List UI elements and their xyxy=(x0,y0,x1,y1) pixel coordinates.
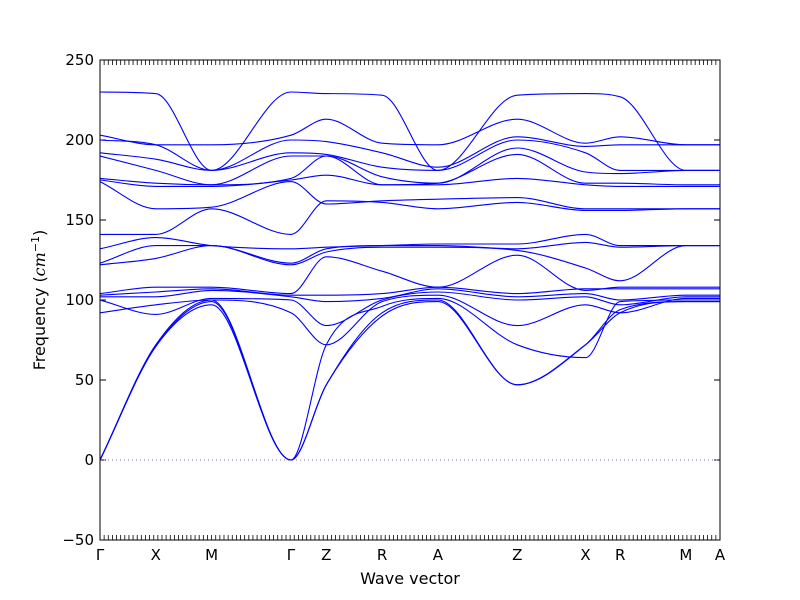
y-axis-label-unit: cm xyxy=(30,252,49,276)
y-tick-label: 0 xyxy=(84,451,94,469)
band-line-2 xyxy=(100,299,720,461)
x-tick-label: M xyxy=(679,546,692,564)
band-line-8 xyxy=(100,254,720,295)
y-axis-ticks: −50 0 50 100 150 200 250 xyxy=(62,51,720,549)
y-axis-label-exponent: −1 xyxy=(29,236,42,252)
x-tick-label: M xyxy=(205,546,218,564)
y-tick-label: 150 xyxy=(65,211,94,229)
x-tick-label: R xyxy=(377,546,387,564)
x-tick-label: Z xyxy=(512,546,522,564)
x-tick-label: A xyxy=(715,546,726,564)
band-line-16 xyxy=(100,147,720,186)
x-tick-label: Z xyxy=(321,546,331,564)
y-axis-label-prefix: Frequency ( xyxy=(30,276,49,370)
x-tick-label: X xyxy=(580,546,590,564)
x-tick-label: X xyxy=(151,546,161,564)
band-line-4 xyxy=(100,294,720,346)
plot-frame xyxy=(99,59,721,541)
band-line-19 xyxy=(100,118,720,146)
y-tick-label: 50 xyxy=(75,371,94,389)
band-line-3 xyxy=(100,297,720,461)
y-axis-label-suffix: ) xyxy=(30,230,49,236)
y-axis-label: Frequency (cm−1) xyxy=(29,230,49,371)
x-tick-label: R xyxy=(615,546,625,564)
band-line-20 xyxy=(100,91,720,171)
x-tick-label: Γ xyxy=(287,546,296,564)
band-line-13 xyxy=(100,181,720,210)
x-tick-label: A xyxy=(433,546,444,564)
band-line-5 xyxy=(100,291,720,327)
y-tick-label: −50 xyxy=(62,531,94,549)
x-axis-label: Wave vector xyxy=(360,569,460,588)
band-line-7 xyxy=(100,286,720,296)
x-tick-label: Γ xyxy=(96,546,105,564)
band-line-6 xyxy=(100,288,720,303)
y-tick-label: 200 xyxy=(65,131,94,149)
y-tick-label: 250 xyxy=(65,51,94,69)
y-tick-label: 100 xyxy=(65,291,94,309)
band-line-12 xyxy=(100,200,720,235)
band-lines xyxy=(100,91,720,461)
band-line-11 xyxy=(100,233,720,250)
